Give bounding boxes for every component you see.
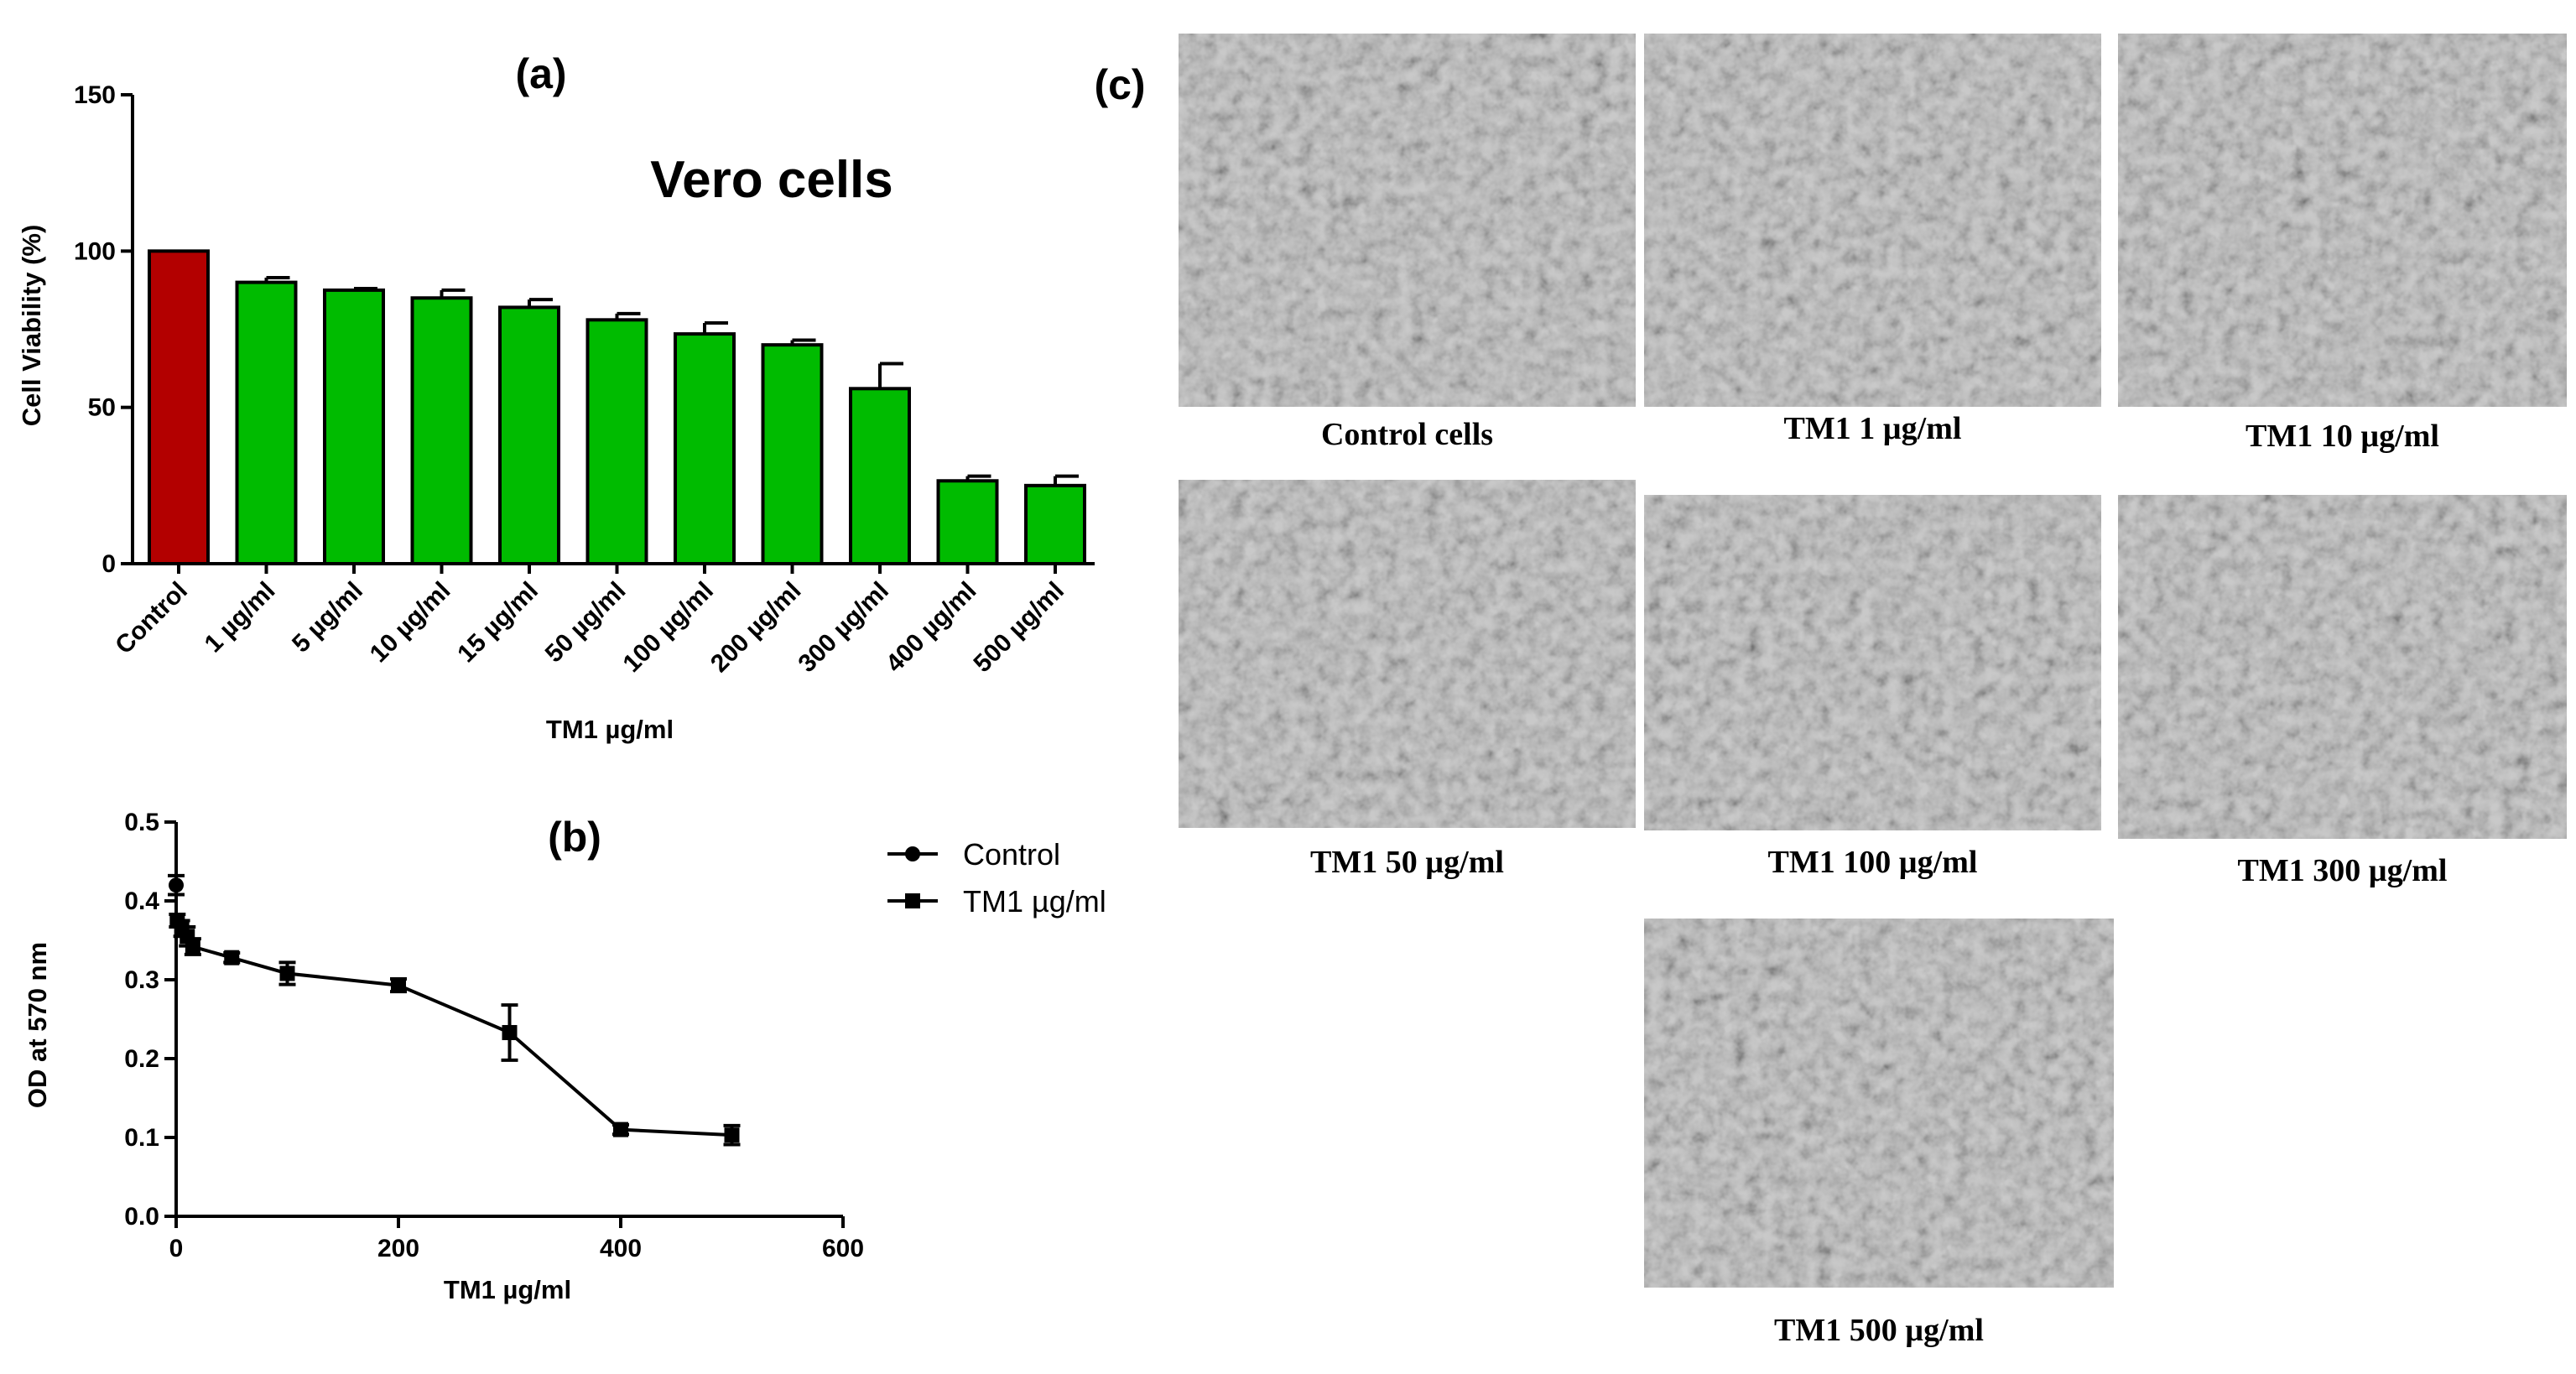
y-tick-label: 0.1 — [124, 1124, 159, 1152]
legend-marker — [905, 893, 920, 908]
micrograph-image — [1179, 34, 1636, 407]
micrograph-tile: TM1 500 µg/ml — [1644, 919, 2114, 1348]
chart-a-y-ticks: 0 50 100 150 — [74, 81, 133, 578]
x-tick-label: 200 — [377, 1235, 419, 1262]
chart-a-y-axis-label: Cell Viability (%) — [17, 225, 46, 427]
micrograph-image — [1644, 919, 2114, 1288]
y-tick-label: 0.0 — [124, 1203, 159, 1231]
micrograph-tile: TM1 50 µg/ml — [1179, 480, 1636, 880]
x-tick-label: 100 µg/ml — [617, 577, 718, 678]
micrograph-tile: TM1 300 µg/ml — [2118, 495, 2567, 888]
micrograph-caption: TM1 50 µg/ml — [1310, 845, 1504, 880]
micrograph-tile: TM1 100 µg/ml — [1644, 495, 2101, 880]
x-tick-label: 300 µg/ml — [793, 577, 893, 678]
micrograph-image — [2118, 34, 2567, 407]
bar — [498, 305, 560, 565]
micrograph-caption: TM1 300 µg/ml — [2238, 853, 2448, 888]
bar — [674, 332, 736, 565]
legend-label: TM1 µg/ml — [963, 884, 1106, 919]
data-point — [185, 939, 200, 955]
chart-b-x-axis-label: TM1 µg/ml — [444, 1275, 571, 1304]
panel-c-label: (c) — [1094, 61, 1145, 108]
micrograph-tile: Control cells — [1179, 34, 1636, 452]
series-line — [175, 919, 732, 1137]
bar — [235, 280, 298, 565]
x-tick-label: 15 µg/ml — [452, 577, 544, 669]
x-tick-label: 50 µg/ml — [540, 577, 632, 669]
chart-b-y-ticks: 0.0 0.1 0.2 0.3 0.4 0.5 — [124, 809, 176, 1231]
data-point — [724, 1127, 740, 1143]
micrograph-image — [1644, 34, 2101, 407]
y-tick-label: 0 — [101, 550, 116, 578]
micrograph-caption: TM1 100 µg/ml — [1768, 845, 1978, 880]
y-tick-label: 50 — [88, 394, 116, 422]
bar-chart-panel-a: (a) Vero cells Cell Viability (%) TM1 µg… — [17, 50, 1095, 744]
x-tick-label: 500 µg/ml — [968, 577, 1069, 678]
bar — [585, 318, 648, 565]
y-tick-label: 150 — [74, 81, 116, 109]
bar — [323, 288, 385, 565]
x-tick-label: 600 — [822, 1235, 864, 1262]
data-point — [502, 1024, 518, 1040]
x-tick-label: 1 µg/ml — [200, 577, 281, 658]
chart-b-series — [168, 873, 741, 1147]
x-tick-label: Control — [110, 577, 193, 660]
y-tick-label: 0.3 — [124, 966, 159, 994]
x-tick-label: 0 — [169, 1235, 184, 1262]
micrograph-image — [1179, 480, 1636, 828]
x-tick-label: 200 µg/ml — [705, 577, 806, 678]
chart-a-subtitle: Vero cells — [650, 151, 893, 209]
bar — [849, 387, 911, 565]
data-point — [613, 1122, 628, 1137]
bar — [1024, 483, 1086, 565]
micrograph-grid: Control cells TM1 1 µg/ml TM1 10 µg/ml TM1 … — [1179, 34, 2567, 1348]
x-tick-label: 400 — [600, 1235, 642, 1262]
micrograph-caption: Control cells — [1321, 417, 1493, 452]
chart-b-x-ticks: 0 200 400 600 — [169, 1216, 864, 1262]
x-tick-label: 5 µg/ml — [287, 577, 368, 658]
chart-a-bars — [148, 249, 1086, 566]
x-tick-label: 400 µg/ml — [881, 577, 981, 678]
y-tick-label: 100 — [74, 237, 116, 265]
micrograph-image — [1644, 495, 2101, 830]
micrograph-tile: TM1 10 µg/ml — [2118, 34, 2567, 454]
micrograph-tile: TM1 1 µg/ml — [1644, 34, 2101, 446]
y-tick-label: 0.5 — [124, 809, 159, 836]
chart-b-y-axis-label: OD at 570 nm — [23, 942, 52, 1108]
line-chart-panel-b: (b) OD at 570 nm TM1 µg/ml 0.00.10.20.30… — [23, 809, 1106, 1304]
micrograph-caption: TM1 1 µg/ml — [1784, 411, 1962, 446]
data-point — [391, 977, 406, 993]
x-tick-label: 10 µg/ml — [365, 577, 456, 669]
micrograph-panel-c: (c) Control cells TM1 1 µg/ml TM1 10 µg/ml… — [1094, 34, 2567, 1348]
data-point — [224, 950, 240, 965]
panel-a-label: (a) — [515, 50, 566, 97]
micrograph-caption: TM1 10 µg/ml — [2246, 419, 2439, 454]
bar — [148, 249, 210, 565]
micrograph-caption: TM1 500 µg/ml — [1774, 1313, 1984, 1348]
y-tick-label: 0.4 — [124, 887, 159, 915]
panel-b-label: (b) — [548, 814, 601, 861]
legend-marker — [905, 846, 920, 861]
data-point — [279, 965, 295, 981]
chart-b-legend: Control TM1 µg/ml — [887, 837, 1106, 919]
chart-a-x-axis-label: TM1 µg/ml — [546, 715, 674, 744]
bar — [410, 296, 473, 565]
micrograph-image — [2118, 495, 2567, 839]
legend-label: Control — [963, 837, 1060, 872]
bar — [936, 479, 999, 566]
bar — [761, 343, 824, 565]
y-tick-label: 0.2 — [124, 1045, 159, 1073]
